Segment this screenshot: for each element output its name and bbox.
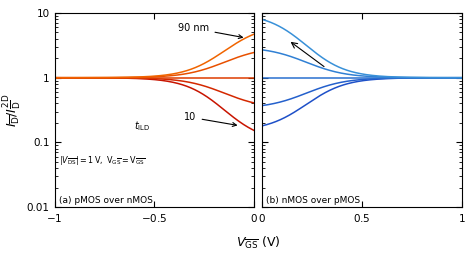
Text: 90 nm: 90 nm — [178, 23, 242, 39]
Text: (b) nMOS over pMOS: (b) nMOS over pMOS — [266, 196, 360, 205]
Y-axis label: $I_{\overline{\rm D}}/I_{\overline{\rm D}}^{\rm 2D}$: $I_{\overline{\rm D}}/I_{\overline{\rm D… — [1, 93, 24, 127]
Text: $t_{\rm ILD}$: $t_{\rm ILD}$ — [135, 119, 151, 133]
Text: $|V_{\overline{\rm DS}}|{=}1\,\rm V,\ V_{G\overline{\rm S}}{=}V_{\overline{\rm G: $|V_{\overline{\rm DS}}|{=}1\,\rm V,\ V_… — [58, 154, 145, 167]
Text: (a) pMOS over nMOS: (a) pMOS over nMOS — [58, 196, 152, 205]
Text: $V_{\overline{\rm GS}}\ \rm(V)$: $V_{\overline{\rm GS}}\ \rm(V)$ — [236, 234, 281, 251]
Text: 10: 10 — [184, 112, 237, 126]
